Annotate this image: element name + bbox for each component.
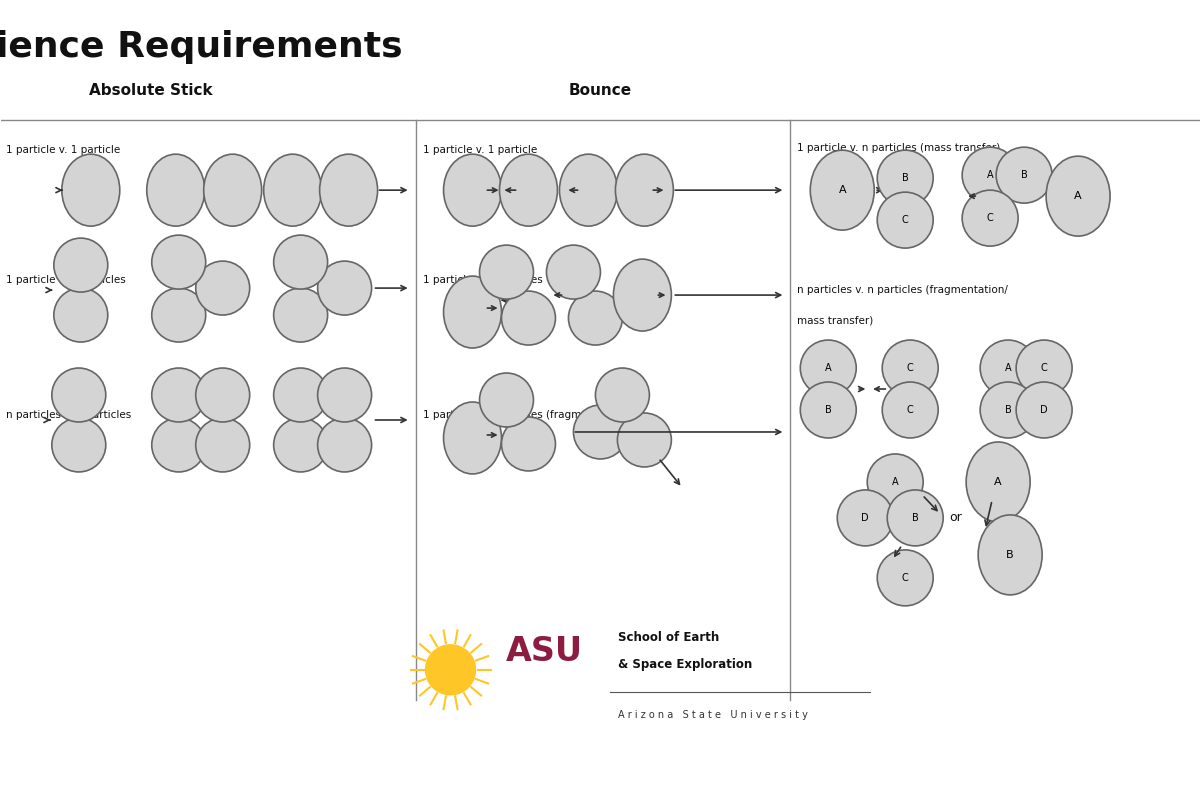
Text: C: C bbox=[907, 363, 913, 373]
Ellipse shape bbox=[204, 154, 262, 226]
Ellipse shape bbox=[274, 235, 328, 289]
Text: C: C bbox=[902, 573, 908, 583]
Ellipse shape bbox=[980, 382, 1036, 438]
Ellipse shape bbox=[151, 288, 205, 342]
Ellipse shape bbox=[838, 490, 893, 546]
Ellipse shape bbox=[978, 515, 1042, 595]
Ellipse shape bbox=[559, 154, 618, 226]
Ellipse shape bbox=[151, 368, 205, 422]
Text: & Space Exploration: & Space Exploration bbox=[618, 658, 752, 671]
Ellipse shape bbox=[882, 382, 938, 438]
Text: n particles v. n particles: n particles v. n particles bbox=[6, 410, 131, 420]
Ellipse shape bbox=[62, 154, 120, 226]
Ellipse shape bbox=[318, 418, 372, 472]
Text: D: D bbox=[1040, 405, 1048, 415]
Ellipse shape bbox=[151, 235, 205, 289]
Ellipse shape bbox=[318, 368, 372, 422]
Text: A: A bbox=[892, 477, 899, 487]
Text: B: B bbox=[1004, 405, 1012, 415]
Text: B: B bbox=[912, 513, 918, 523]
Ellipse shape bbox=[146, 154, 205, 226]
Text: ience Requirements: ience Requirements bbox=[0, 30, 402, 64]
Ellipse shape bbox=[274, 368, 328, 422]
Text: 1 particle v. 1 particle: 1 particle v. 1 particle bbox=[422, 145, 536, 155]
Ellipse shape bbox=[618, 413, 671, 467]
Ellipse shape bbox=[1016, 382, 1072, 438]
Ellipse shape bbox=[499, 154, 558, 226]
Ellipse shape bbox=[877, 150, 934, 206]
Ellipse shape bbox=[882, 340, 938, 396]
Text: A: A bbox=[995, 477, 1002, 487]
Ellipse shape bbox=[800, 382, 857, 438]
Ellipse shape bbox=[616, 154, 673, 226]
Ellipse shape bbox=[151, 418, 205, 472]
Text: A: A bbox=[1004, 363, 1012, 373]
Text: C: C bbox=[907, 405, 913, 415]
Ellipse shape bbox=[444, 276, 502, 348]
Text: C: C bbox=[986, 213, 994, 223]
Ellipse shape bbox=[980, 340, 1036, 396]
Text: A: A bbox=[839, 185, 846, 195]
Text: or: or bbox=[949, 511, 961, 525]
Text: A: A bbox=[986, 170, 994, 180]
Text: A: A bbox=[824, 363, 832, 373]
Ellipse shape bbox=[54, 288, 108, 342]
Ellipse shape bbox=[196, 261, 250, 315]
Text: 1 particle v. n particles (mass transfer): 1 particle v. n particles (mass transfer… bbox=[797, 143, 1001, 153]
Ellipse shape bbox=[1046, 156, 1110, 236]
Text: 1 particle v. n particles: 1 particle v. n particles bbox=[422, 275, 542, 285]
Ellipse shape bbox=[810, 150, 875, 230]
Ellipse shape bbox=[318, 261, 372, 315]
Ellipse shape bbox=[444, 402, 502, 474]
Text: C: C bbox=[902, 215, 908, 225]
Text: A r i z o n a   S t a t e   U n i v e r s i t y: A r i z o n a S t a t e U n i v e r s i … bbox=[618, 710, 809, 720]
Circle shape bbox=[426, 645, 475, 694]
Text: mass transfer): mass transfer) bbox=[797, 315, 874, 325]
Ellipse shape bbox=[54, 238, 108, 292]
Text: 1 particle v. n particles: 1 particle v. n particles bbox=[6, 275, 126, 285]
Ellipse shape bbox=[196, 418, 250, 472]
Text: School of Earth: School of Earth bbox=[618, 631, 720, 644]
Ellipse shape bbox=[877, 550, 934, 606]
Ellipse shape bbox=[996, 147, 1052, 203]
Text: C: C bbox=[1040, 363, 1048, 373]
Ellipse shape bbox=[966, 442, 1030, 522]
Ellipse shape bbox=[569, 291, 623, 345]
Ellipse shape bbox=[574, 405, 628, 459]
Ellipse shape bbox=[444, 154, 502, 226]
Ellipse shape bbox=[962, 190, 1018, 246]
Text: B: B bbox=[1021, 170, 1027, 180]
Ellipse shape bbox=[613, 259, 671, 331]
Ellipse shape bbox=[877, 192, 934, 248]
Ellipse shape bbox=[502, 417, 556, 471]
Ellipse shape bbox=[480, 373, 534, 427]
Text: Absolute Stick: Absolute Stick bbox=[89, 82, 212, 98]
Ellipse shape bbox=[274, 418, 328, 472]
Ellipse shape bbox=[502, 291, 556, 345]
Ellipse shape bbox=[264, 154, 322, 226]
Text: B: B bbox=[1007, 550, 1014, 560]
Ellipse shape bbox=[962, 147, 1018, 203]
Ellipse shape bbox=[887, 490, 943, 546]
Text: B: B bbox=[902, 173, 908, 183]
Text: ASU: ASU bbox=[505, 635, 583, 668]
Ellipse shape bbox=[595, 368, 649, 422]
Ellipse shape bbox=[196, 368, 250, 422]
Ellipse shape bbox=[1016, 340, 1072, 396]
Text: Bounce: Bounce bbox=[569, 82, 632, 98]
Text: A: A bbox=[1074, 191, 1082, 201]
Text: 1 particle v. 1 particle: 1 particle v. 1 particle bbox=[6, 145, 120, 155]
Text: 1 particle v. n particles (fragmentation): 1 particle v. n particles (fragmentation… bbox=[422, 410, 629, 420]
Text: D: D bbox=[862, 513, 869, 523]
Ellipse shape bbox=[319, 154, 378, 226]
Ellipse shape bbox=[52, 418, 106, 472]
Ellipse shape bbox=[800, 340, 857, 396]
Ellipse shape bbox=[480, 245, 534, 299]
Ellipse shape bbox=[52, 368, 106, 422]
Text: n particles v. n particles (fragmentation/: n particles v. n particles (fragmentatio… bbox=[797, 285, 1008, 295]
Ellipse shape bbox=[274, 288, 328, 342]
Text: B: B bbox=[824, 405, 832, 415]
Ellipse shape bbox=[868, 454, 923, 510]
Ellipse shape bbox=[546, 245, 600, 299]
